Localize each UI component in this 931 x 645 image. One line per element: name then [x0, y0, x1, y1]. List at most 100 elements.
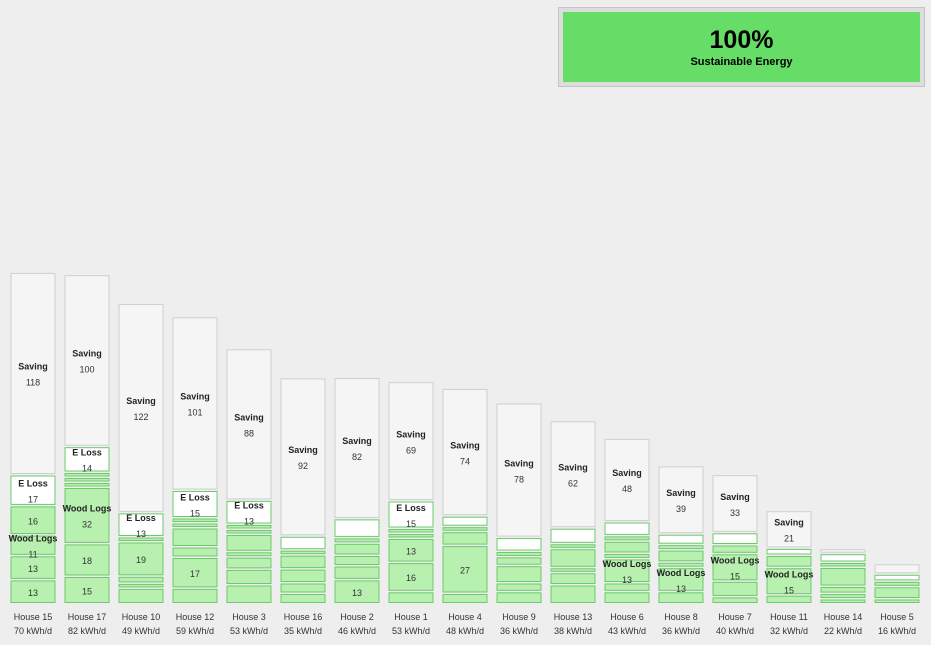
- segment-value: 101: [187, 408, 202, 418]
- segment-value: 13: [244, 516, 254, 526]
- bar-segment-source: [388, 529, 434, 533]
- segment-label: Saving: [666, 488, 696, 498]
- category-label: House 2: [340, 612, 374, 622]
- bar-segment-loss: [226, 500, 272, 524]
- segment-value: 11: [28, 549, 37, 559]
- segment-value: 15: [190, 508, 200, 518]
- bar-segment-source: [118, 583, 164, 588]
- summary-bar: 100% Sustainable Energy: [563, 12, 920, 82]
- segment-label: Wood Logs: [63, 504, 112, 514]
- segment-value: 74: [460, 456, 470, 466]
- category-label: House 5: [880, 612, 914, 622]
- bar-segment-source: [280, 555, 326, 569]
- bar-segment-saving: [874, 564, 920, 574]
- bar-segment-loss: [172, 491, 218, 517]
- category-label: House 10: [122, 612, 161, 622]
- segment-label: Saving: [342, 436, 372, 446]
- bar-segment-source: [550, 585, 596, 603]
- bar-segment-source: [388, 592, 434, 603]
- bar-segment-source: [496, 557, 542, 565]
- bar-segment-source: [874, 581, 920, 586]
- segment-label: Wood Logs: [765, 569, 814, 579]
- bar-segment-source: [226, 525, 272, 529]
- segment-value: 92: [298, 461, 308, 471]
- bar-segment-source: [64, 483, 110, 487]
- category-label: House 4: [448, 612, 482, 622]
- segment-value: 18: [82, 556, 92, 566]
- bar-segment-loss: [820, 554, 866, 562]
- bar-segment-source: [280, 550, 326, 555]
- consumption-label: 49 kWh/d: [122, 626, 160, 636]
- consumption-label: 53 kWh/d: [230, 626, 268, 636]
- consumption-label: 36 kWh/d: [662, 626, 700, 636]
- segment-label: Saving: [126, 396, 156, 406]
- bar-segment-source: [550, 573, 596, 584]
- bar-segment-source: [10, 556, 56, 579]
- bar-segment-source: [604, 536, 650, 541]
- bar-segment-source: [118, 588, 164, 604]
- segment-value: 17: [28, 494, 38, 504]
- bar-segment-source: [280, 569, 326, 582]
- segment-value: 82: [352, 452, 362, 462]
- bar-segment-source: [604, 559, 650, 583]
- consumption-label: 70 kWh/d: [14, 626, 52, 636]
- segment-value: 122: [133, 412, 148, 422]
- bar-segment-source: [226, 535, 272, 551]
- bar-segment-source: [118, 537, 164, 541]
- bar-segment-source: [658, 568, 704, 591]
- segment-value: 15: [406, 519, 416, 529]
- bar-segment-loss: [874, 574, 920, 581]
- bar-segment-source: [10, 580, 56, 604]
- bar-segment-source: [388, 563, 434, 591]
- segment-value: 19: [136, 555, 146, 565]
- segment-label: Saving: [72, 349, 102, 359]
- segment-value: 33: [730, 508, 740, 518]
- bar-segment-source: [658, 550, 704, 562]
- category-label: House 15: [14, 612, 53, 622]
- segment-label: Saving: [720, 492, 750, 502]
- bar-segment-source: [172, 558, 218, 588]
- bar-segment-source: [64, 478, 110, 482]
- segment-value: 14: [82, 464, 92, 474]
- bar-segment-source: [604, 541, 650, 553]
- category-label: House 8: [664, 612, 698, 622]
- bar-segment-source: [442, 532, 488, 545]
- category-label: House 14: [824, 612, 863, 622]
- segment-value: 16: [28, 517, 38, 527]
- consumption-label: 36 kWh/d: [500, 626, 538, 636]
- bar-segment-source: [496, 583, 542, 591]
- bar-segment-source: [550, 549, 596, 567]
- bar-segment-saving: [766, 511, 812, 548]
- segment-label: Saving: [774, 518, 804, 528]
- bar-segment-loss: [442, 516, 488, 526]
- segment-value: 15: [730, 572, 740, 582]
- bar-segment-source: [712, 581, 758, 596]
- bar-segment-source: [172, 518, 218, 522]
- bar-segment-source: [334, 580, 380, 604]
- bar-segment-loss: [64, 447, 110, 472]
- bar-segment-source: [118, 576, 164, 583]
- segment-value: 13: [28, 564, 38, 574]
- bar-segment-loss: [118, 513, 164, 537]
- segment-value: 32: [82, 520, 92, 530]
- bar-segment-source: [64, 577, 110, 603]
- segment-label: Saving: [450, 440, 480, 450]
- bar-segment-source: [820, 563, 866, 567]
- consumption-label: 16 kWh/d: [878, 626, 916, 636]
- bar-segment-source: [550, 568, 596, 572]
- segment-label: Saving: [180, 392, 210, 402]
- bar-segment-source: [388, 539, 434, 562]
- bar-segment-saving: [442, 388, 488, 516]
- bar-segment-source: [442, 546, 488, 593]
- consumption-label: 46 kWh/d: [338, 626, 376, 636]
- segment-value: 17: [190, 569, 200, 579]
- category-label: House 11: [770, 612, 808, 622]
- consumption-label: 22 kWh/d: [824, 626, 862, 636]
- summary-label: Sustainable Energy: [690, 56, 793, 68]
- consumption-label: 40 kWh/d: [716, 626, 754, 636]
- bar-segment-loss: [388, 501, 434, 528]
- bar-segment-source: [226, 569, 272, 585]
- segment-label: Wood Logs: [657, 568, 706, 578]
- bar-segment-loss: [712, 533, 758, 544]
